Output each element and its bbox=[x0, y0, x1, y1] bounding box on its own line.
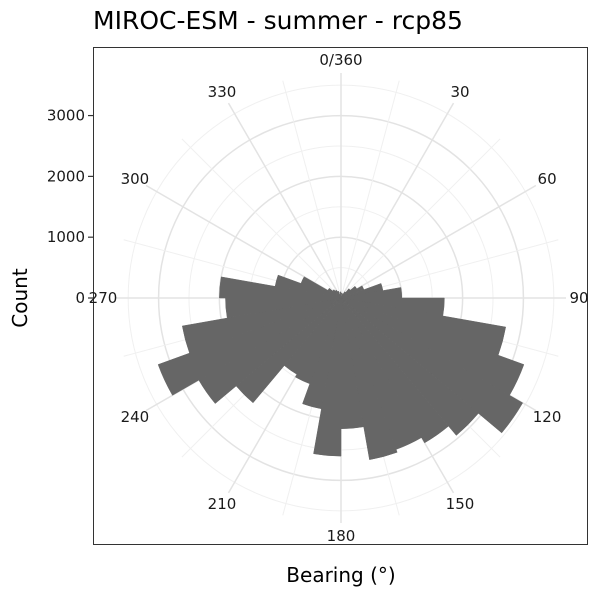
angle-tick-label: 300 bbox=[121, 170, 150, 188]
bar-wedge-240 bbox=[157, 297, 342, 396]
major-grid-spoke bbox=[340, 102, 455, 299]
minor-grid-spoke bbox=[340, 138, 501, 299]
bar-wedge-190 bbox=[302, 297, 342, 410]
angle-tick-label: 330 bbox=[208, 83, 237, 101]
bar-wedge-320 bbox=[334, 289, 342, 299]
bar-wedge-160 bbox=[340, 297, 398, 460]
major-grid-spoke bbox=[340, 184, 537, 299]
bar-wedge-310 bbox=[332, 289, 342, 299]
angle-tick-label: 120 bbox=[533, 408, 562, 426]
radial-tick-label: 2000 bbox=[47, 167, 85, 185]
angle-tick-label: 210 bbox=[208, 495, 237, 513]
major-grid-spoke bbox=[227, 102, 342, 299]
bar-wedge-280 bbox=[274, 274, 342, 299]
minor-grid-spoke bbox=[181, 138, 342, 299]
angle-tick-label: 30 bbox=[450, 83, 469, 101]
angle-tick-label: 180 bbox=[327, 527, 356, 545]
bar-wedge-330 bbox=[337, 290, 342, 299]
radial-tick-label: 1000 bbox=[47, 228, 85, 246]
minor-grid-spoke bbox=[282, 80, 342, 299]
angle-tick-label: 270 bbox=[89, 289, 118, 307]
bar-wedge-290 bbox=[300, 276, 342, 299]
bar-wedge-130 bbox=[340, 297, 479, 436]
radial-axis-layer: 0 1000 2000 3000 bbox=[47, 107, 93, 307]
angle-tick-label: 90 bbox=[569, 289, 588, 307]
angle-tick-label: 0/360 bbox=[319, 51, 362, 69]
angle-tick-label: 60 bbox=[538, 170, 557, 188]
chart-title: MIROC-ESM - summer - rcp85 bbox=[93, 6, 463, 35]
radial-tick-label: 3000 bbox=[47, 107, 85, 125]
bar-wedge-250 bbox=[182, 297, 342, 354]
radial-tick-label: 0 bbox=[75, 289, 85, 307]
angle-tick-label: 240 bbox=[121, 408, 150, 426]
bar-wedge-120 bbox=[340, 297, 524, 434]
angle-label-layer: 0/360 30 60 90 120 150 180 210 240 270 300 330 bbox=[89, 51, 589, 545]
bar-wedge-140 bbox=[340, 297, 449, 444]
bar-wedge-200 bbox=[295, 297, 342, 385]
bar-wedge-350 bbox=[339, 291, 342, 299]
x-axis-title: Bearing (°) bbox=[286, 563, 396, 587]
bar-layer bbox=[157, 274, 525, 460]
minor-grid-spoke bbox=[340, 80, 400, 299]
angle-tick-label: 150 bbox=[446, 495, 475, 513]
